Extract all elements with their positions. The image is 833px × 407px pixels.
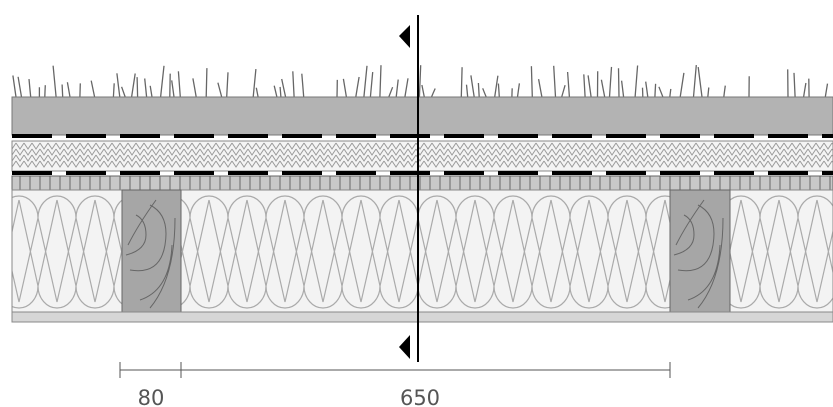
grass <box>12 65 829 98</box>
beam <box>669 189 731 313</box>
beam <box>121 189 182 313</box>
board-layer <box>11 175 833 191</box>
grass-blades <box>12 65 829 98</box>
dimension-label: 650 <box>400 386 440 407</box>
section-marker <box>399 25 410 48</box>
dimension-label: 80 <box>138 386 165 407</box>
section-marker <box>399 335 410 359</box>
drainage-hatch <box>11 140 833 172</box>
dimension-line <box>119 362 671 378</box>
substrate-layer <box>11 96 833 136</box>
ceiling-layer <box>11 311 833 323</box>
